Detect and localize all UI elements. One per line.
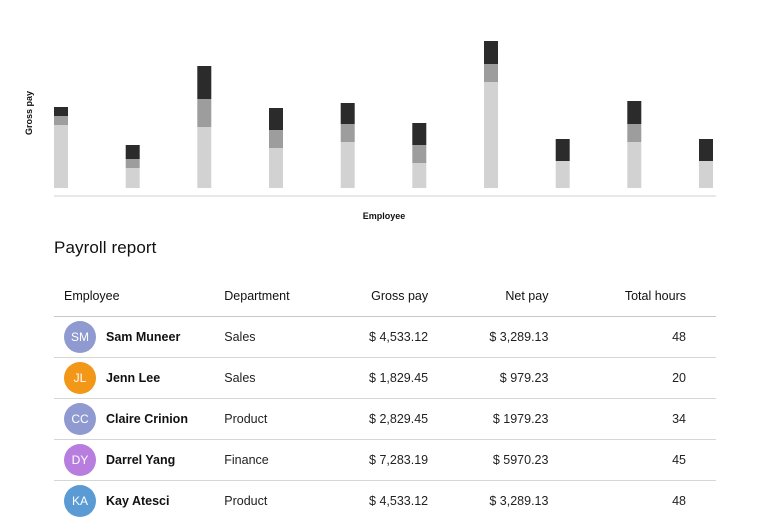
gross-pay-cell: $ 2,829.45 [333, 399, 428, 440]
bar-segment-7-2 [484, 64, 498, 82]
total-hours-cell: 45 [548, 440, 716, 481]
bar-segment-2-2 [126, 159, 140, 168]
employee-name: Jenn Lee [106, 371, 160, 385]
net-pay-cell: $ 979.23 [428, 358, 548, 399]
avatar: SM [64, 321, 96, 353]
total-hours-cell: 34 [548, 399, 716, 440]
bar-segment-7-3 [484, 41, 498, 64]
bar-segment-7-1 [484, 82, 498, 188]
table-header-row: Employee Department Gross pay Net pay To… [54, 276, 716, 317]
bar-segment-3-3 [197, 66, 211, 99]
department-cell: Sales [224, 358, 333, 399]
employee-cell: DY Darrel Yang [54, 440, 224, 481]
department-cell: Product [224, 481, 333, 521]
employee-info: KA Kay Atesci [64, 485, 224, 517]
column-header-department[interactable]: Department [224, 276, 333, 317]
employee-cell: SM Sam Muneer [54, 317, 224, 358]
column-header-total-hours[interactable]: Total hours [548, 276, 716, 317]
employee-info: CC Claire Crinion [64, 403, 224, 435]
avatar: DY [64, 444, 96, 476]
department-cell: Sales [224, 317, 333, 358]
gross-pay-cell: $ 4,533.12 [333, 317, 428, 358]
bar-segment-10-3 [699, 139, 713, 161]
column-header-net-pay[interactable]: Net pay [428, 276, 548, 317]
bar-segment-2-1 [126, 168, 140, 188]
bar-segment-1-2 [54, 116, 68, 125]
total-hours-cell: 20 [548, 358, 716, 399]
report-title: Payroll report [54, 238, 157, 258]
bar-segment-1-3 [54, 107, 68, 116]
bar-segment-4-3 [269, 108, 283, 130]
bar-segment-6-1 [412, 163, 426, 188]
bar-segment-4-2 [269, 130, 283, 148]
bar-segment-9-3 [627, 101, 641, 124]
total-hours-cell: 48 [548, 317, 716, 358]
bar-segment-8-1 [556, 161, 570, 188]
employee-name: Darrel Yang [106, 453, 175, 467]
y-axis-label: Gross pay [24, 91, 34, 135]
employee-name: Kay Atesci [106, 494, 169, 508]
employee-info: JL Jenn Lee [64, 362, 224, 394]
department-cell: Product [224, 399, 333, 440]
net-pay-cell: $ 3,289.13 [428, 481, 548, 521]
employee-cell: JL Jenn Lee [54, 358, 224, 399]
bar-segment-5-3 [341, 103, 355, 124]
bar-segment-3-1 [197, 127, 211, 188]
column-header-gross-pay[interactable]: Gross pay [333, 276, 428, 317]
employee-name: Sam Muneer [106, 330, 180, 344]
chart-bars [54, 41, 713, 188]
net-pay-cell: $ 5970.23 [428, 440, 548, 481]
table-row[interactable]: CC Claire Crinion Product$ 2,829.45$ 1979.… [54, 399, 716, 440]
bar-segment-2-3 [126, 145, 140, 159]
employee-cell: CC Claire Crinion [54, 399, 224, 440]
total-hours-cell: 48 [548, 481, 716, 521]
employee-info: SM Sam Muneer [64, 321, 224, 353]
net-pay-cell: $ 1979.23 [428, 399, 548, 440]
bar-segment-9-1 [627, 142, 641, 188]
bar-segment-5-2 [341, 124, 355, 142]
x-axis-label: Employee [363, 211, 406, 221]
bar-segment-4-1 [269, 148, 283, 188]
bar-segment-9-2 [627, 124, 641, 142]
employee-name: Claire Crinion [106, 412, 188, 426]
column-header-employee[interactable]: Employee [54, 276, 224, 317]
bar-segment-3-2 [197, 99, 211, 127]
gross-pay-cell: $ 1,829.45 [333, 358, 428, 399]
net-pay-cell: $ 3,289.13 [428, 317, 548, 358]
avatar: CC [64, 403, 96, 435]
bar-segment-6-2 [412, 145, 426, 163]
gross-pay-cell: $ 7,283.19 [333, 440, 428, 481]
gross-pay-chart: Gross pay Employee [0, 0, 770, 230]
department-cell: Finance [224, 440, 333, 481]
bar-segment-8-3 [556, 139, 570, 161]
employee-cell: KA Kay Atesci [54, 481, 224, 521]
employee-info: DY Darrel Yang [64, 444, 224, 476]
bar-segment-10-1 [699, 161, 713, 188]
avatar: JL [64, 362, 96, 394]
bar-segment-1-1 [54, 125, 68, 188]
avatar: KA [64, 485, 96, 517]
payroll-table: Employee Department Gross pay Net pay To… [54, 276, 716, 521]
bar-segment-5-1 [341, 142, 355, 188]
gross-pay-cell: $ 4,533.12 [333, 481, 428, 521]
bar-segment-6-3 [412, 123, 426, 145]
